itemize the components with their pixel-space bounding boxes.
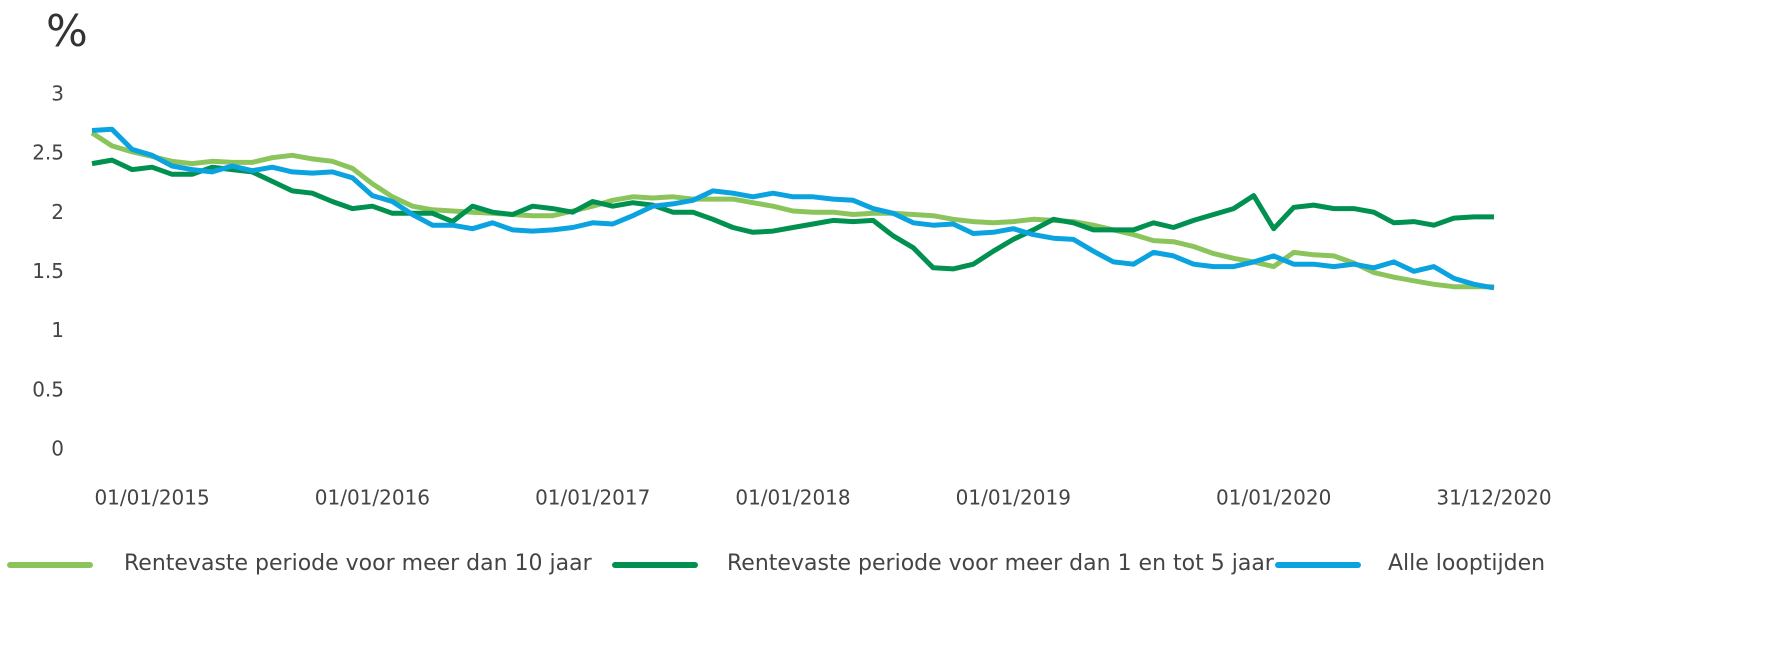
x-tick-label: 31/12/2020 <box>1436 486 1551 510</box>
legend-label: Rentevaste periode voor meer dan 1 en to… <box>727 551 1275 576</box>
legend-label: Alle looptijden <box>1388 551 1545 576</box>
x-tick-label: 01/01/2015 <box>94 486 209 510</box>
legend-label: Rentevaste periode voor meer dan 10 jaar <box>124 551 593 576</box>
series-line <box>90 130 1494 290</box>
y-tick-label: 3 <box>51 82 64 106</box>
y-tick-label: 0 <box>51 437 64 461</box>
x-tick-label: 01/01/2020 <box>1216 486 1331 510</box>
y-tick-label: 0.5 <box>32 377 64 401</box>
series-line <box>91 157 1494 272</box>
x-tick-label: 01/01/2016 <box>315 486 430 510</box>
y-axis-label: % <box>46 6 88 57</box>
x-tick-label: 01/01/2017 <box>535 486 650 510</box>
x-tick-label: 01/01/2018 <box>735 486 850 510</box>
y-tick-label: 2.5 <box>32 141 64 165</box>
x-tick-label: 01/01/2019 <box>956 486 1071 510</box>
y-tick-label: 1 <box>51 318 64 342</box>
y-tick-label: 2 <box>51 200 64 224</box>
y-tick-label: 1.5 <box>32 259 64 283</box>
series-line <box>91 126 1495 291</box>
